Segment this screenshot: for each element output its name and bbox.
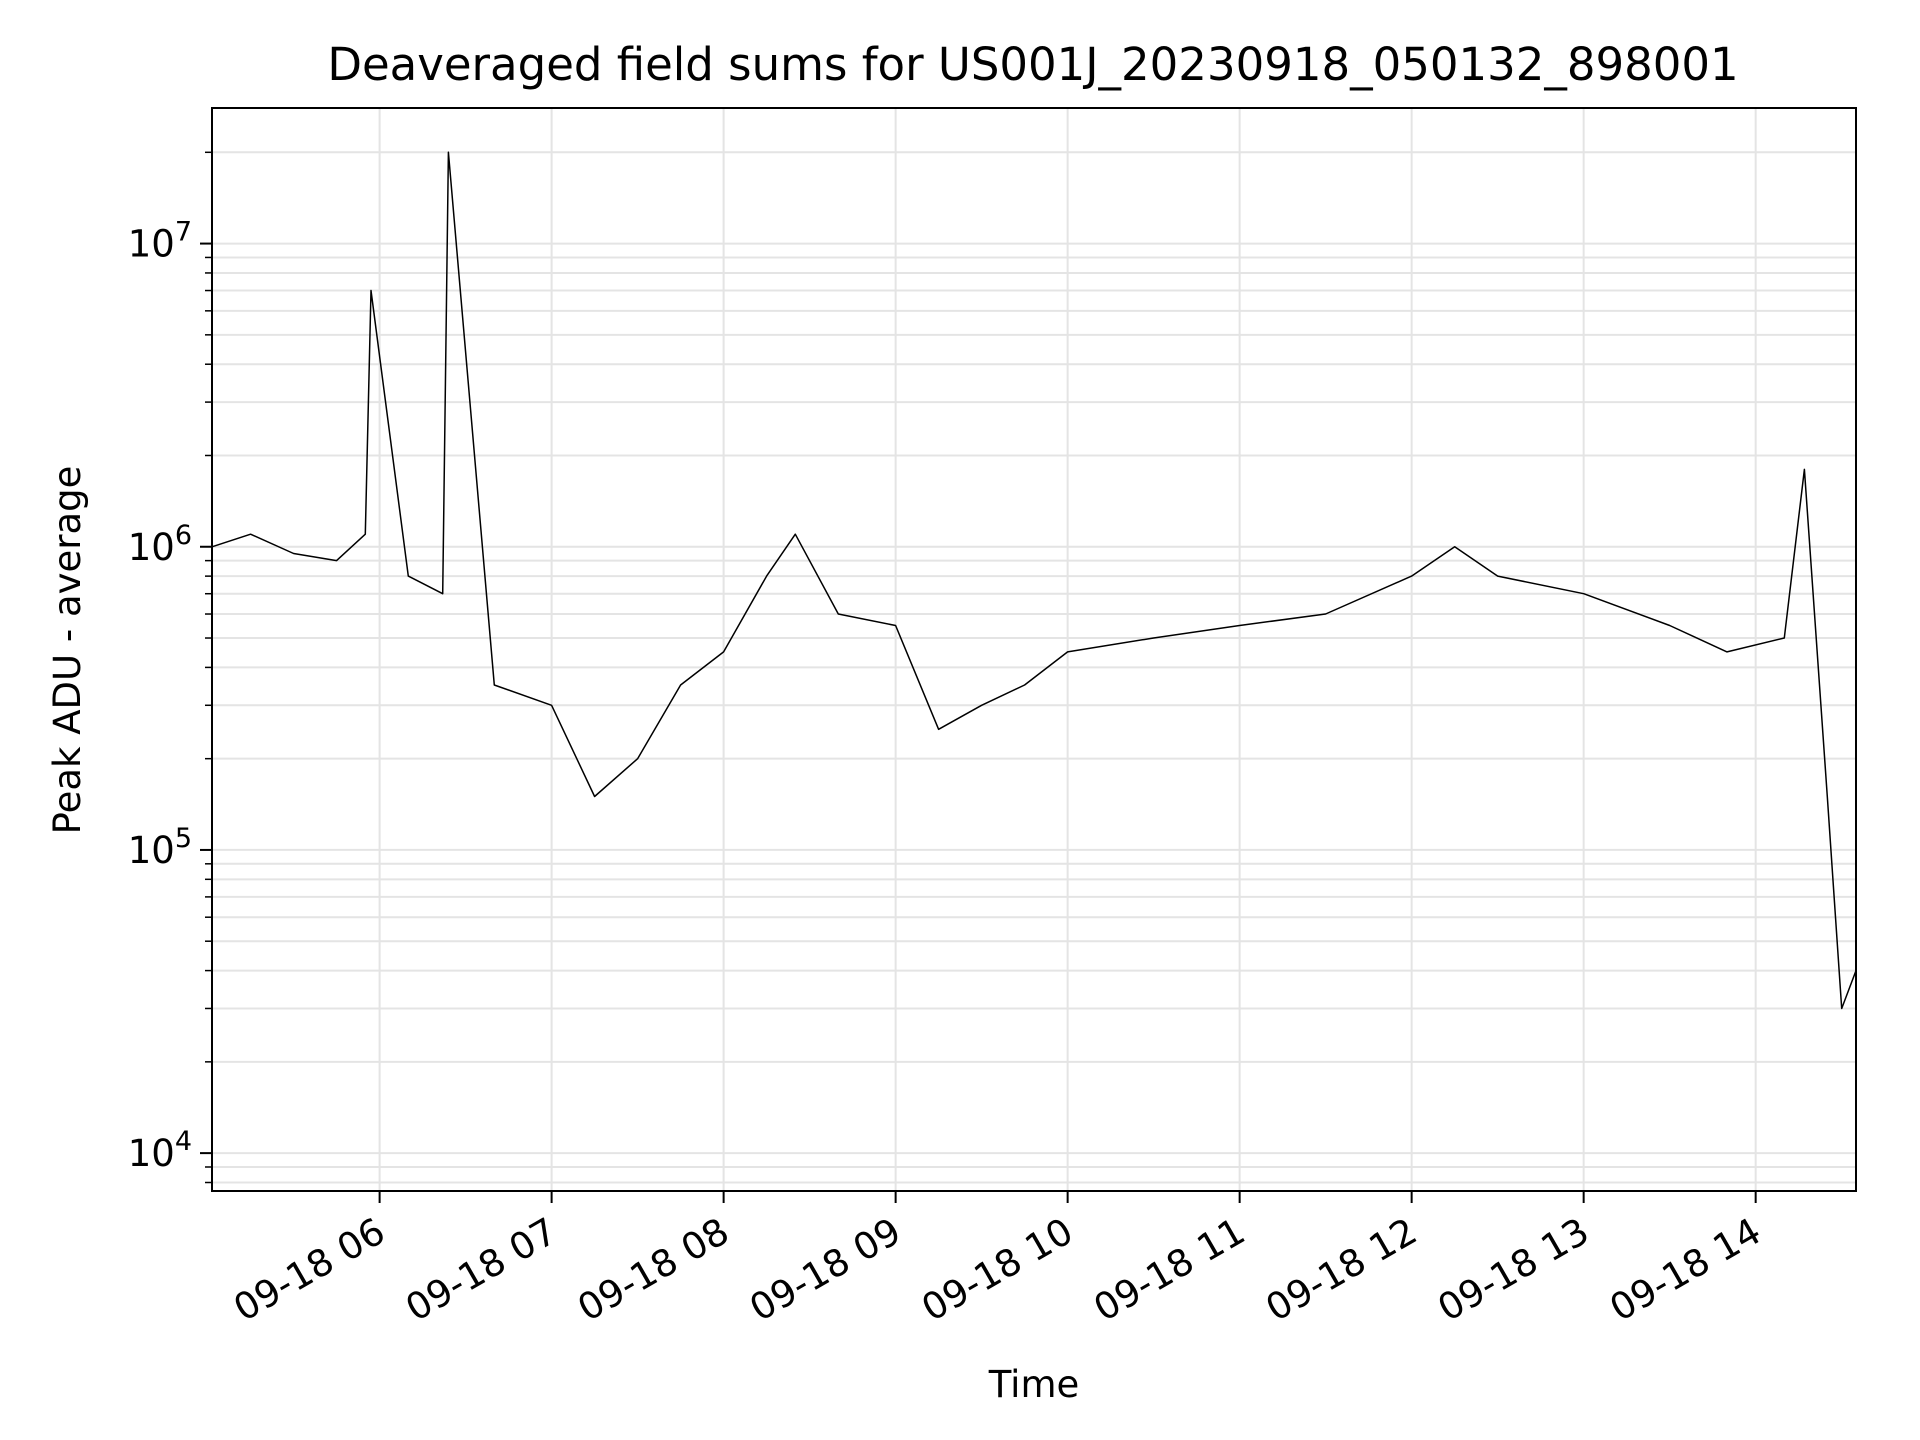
y-axis-title: Peak ADU - average <box>46 466 89 835</box>
data-series <box>211 151 1857 1010</box>
chart-title: Deaveraged field sums for US001J_2023091… <box>327 38 1738 91</box>
y-tick-label: 104 <box>128 1126 192 1175</box>
y-tick-label: 107 <box>128 217 192 266</box>
y-tick-label: 105 <box>128 823 192 872</box>
grid <box>212 108 1856 1191</box>
series-line <box>211 151 1857 1010</box>
x-axis-title: Time <box>988 1363 1080 1406</box>
y-tick-label: 106 <box>128 520 192 569</box>
plot-frame <box>211 107 1857 1192</box>
